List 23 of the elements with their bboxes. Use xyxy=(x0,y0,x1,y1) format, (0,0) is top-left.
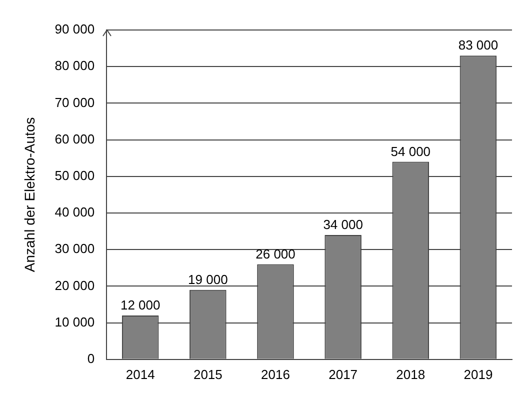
data-label: 54 000 xyxy=(390,144,431,159)
y-tick-label: 30 000 xyxy=(54,241,95,256)
data-label: 12 000 xyxy=(120,298,160,313)
y-tick-label: 40 000 xyxy=(54,204,95,220)
x-tick-label: 2017 xyxy=(328,366,358,382)
y-tick-label: 60 000 xyxy=(54,131,95,146)
y-axis-title: Anzahl der Elektro-Autos xyxy=(21,117,38,272)
y-tick-label: 0 xyxy=(87,350,95,366)
x-tick-label: 2015 xyxy=(193,366,222,382)
data-label: 19 000 xyxy=(188,272,228,287)
data-label: 26 000 xyxy=(256,246,296,262)
x-tick-label: 2019 xyxy=(464,366,493,382)
x-tick-label: 2018 xyxy=(396,366,426,382)
y-tick-label: 20 000 xyxy=(54,278,95,293)
y-tick-label: 70 000 xyxy=(54,94,95,110)
y-tick-label: 50 000 xyxy=(54,168,95,183)
x-tick-label: 2014 xyxy=(126,366,155,382)
y-tick-label: 80 000 xyxy=(54,58,95,74)
y-tick-label: 90 000 xyxy=(54,22,95,37)
data-label: 83 000 xyxy=(458,38,498,53)
y-tick-label: 10 000 xyxy=(54,314,95,330)
data-label: 34 000 xyxy=(323,217,363,232)
x-tick-label: 2016 xyxy=(261,366,290,382)
